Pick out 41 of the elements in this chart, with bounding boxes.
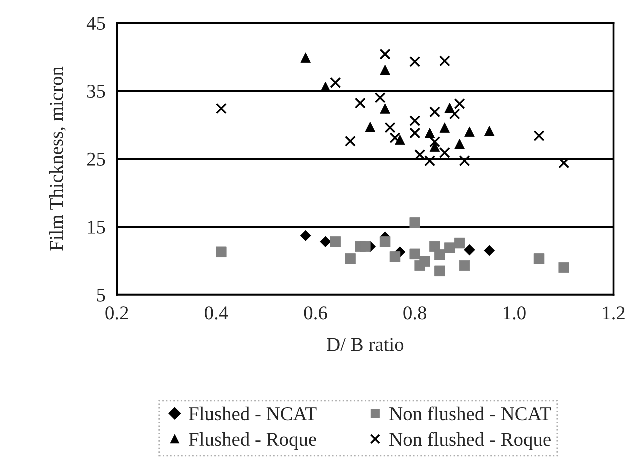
legend-label: Non flushed - NCAT	[390, 406, 552, 421]
point	[534, 130, 545, 142]
legend-label: Flushed - Roque	[189, 432, 316, 450]
x-tick-label: 0.8	[404, 306, 427, 320]
point	[558, 158, 570, 169]
point	[354, 98, 366, 109]
x-tick-label: 0.6	[304, 306, 328, 320]
point	[380, 48, 391, 60]
point	[330, 77, 342, 89]
point	[414, 149, 426, 161]
point	[300, 230, 312, 242]
y-tick-label: 5	[97, 288, 106, 302]
point	[344, 136, 356, 147]
point	[449, 108, 460, 120]
point	[424, 156, 436, 167]
point	[429, 136, 441, 148]
point	[374, 92, 386, 104]
x-tick-label: 0.2	[106, 306, 128, 320]
point	[454, 98, 466, 110]
point	[410, 56, 421, 68]
y-axis-title: Film Thickness, micron	[49, 66, 66, 251]
y-tick-label: 15	[88, 220, 106, 234]
point	[320, 236, 332, 248]
point	[439, 147, 450, 158]
point	[410, 128, 421, 139]
y-tick-label: 35	[87, 84, 106, 98]
x-axis-title: D/ B ratio	[327, 338, 404, 352]
point	[429, 106, 441, 118]
y-tick-label: 25	[87, 152, 106, 166]
point	[439, 56, 450, 67]
point	[459, 156, 470, 167]
x-tick-label: 0.4	[205, 306, 228, 320]
point	[410, 115, 421, 127]
point	[216, 103, 227, 114]
legend-label: Non flushed - Roque	[390, 432, 551, 450]
point	[390, 132, 401, 144]
point	[384, 122, 396, 134]
x-tick-label: 1.2	[603, 306, 625, 320]
legend-label: Flushed - NCAT	[189, 406, 317, 421]
x-tick-label: 1.0	[504, 306, 526, 320]
y-tick-label: 45	[86, 17, 106, 30]
